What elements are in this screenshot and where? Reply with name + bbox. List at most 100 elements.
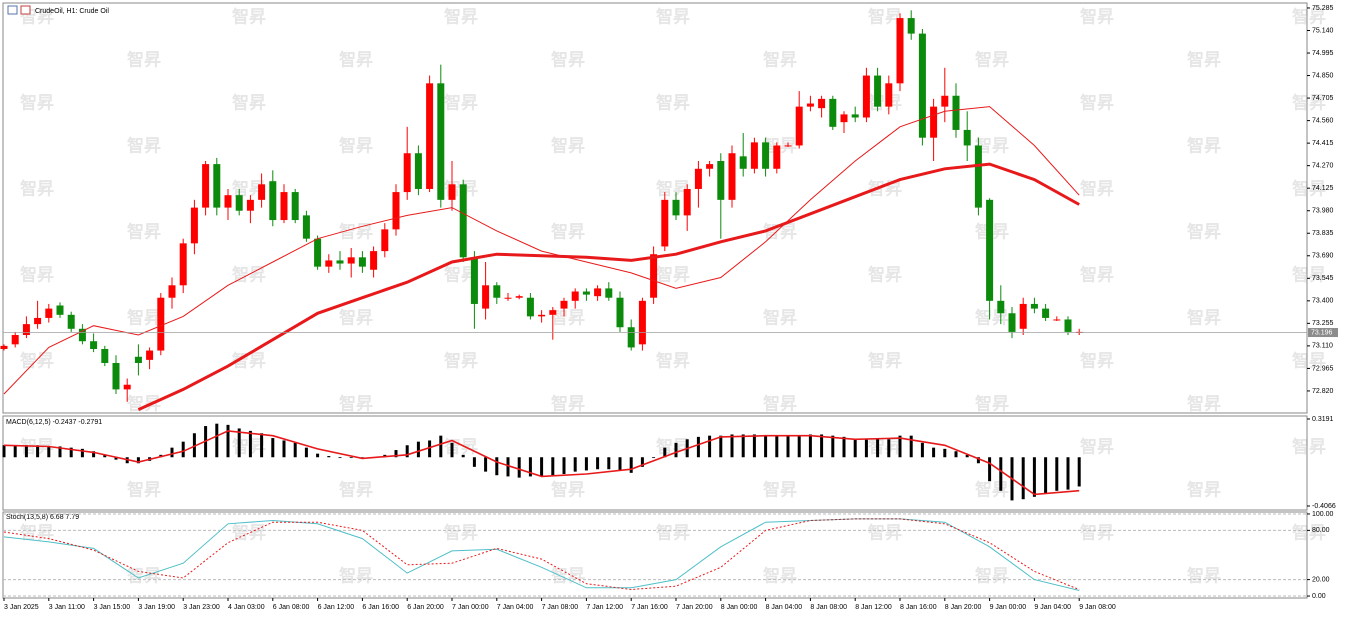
histogram-bar bbox=[439, 435, 443, 458]
histogram-bar bbox=[304, 447, 308, 458]
indicator-line bbox=[137, 162, 1080, 411]
histogram-bar bbox=[719, 435, 723, 458]
watermark: 智昇 bbox=[551, 49, 585, 69]
histogram-bar bbox=[663, 447, 667, 458]
candle-body bbox=[1042, 308, 1050, 318]
histogram-bar bbox=[629, 457, 633, 473]
x-tick-label: 6 Jan 20:00 bbox=[407, 604, 444, 611]
candle-body bbox=[1030, 303, 1038, 309]
histogram-bar bbox=[428, 440, 432, 458]
x-tick-label: 8 Jan 20:00 bbox=[945, 604, 982, 611]
histogram-bar bbox=[517, 457, 521, 478]
y-tick-label: 73.545 bbox=[1312, 275, 1334, 282]
histogram-bar bbox=[876, 438, 880, 458]
histogram-bar bbox=[405, 445, 409, 458]
candle-body bbox=[347, 257, 355, 264]
toolbar-icon[interactable] bbox=[7, 5, 18, 15]
candle-body bbox=[112, 362, 120, 390]
histogram-bar bbox=[551, 457, 555, 476]
x-tick-label: 7 Jan 12:00 bbox=[586, 604, 623, 611]
watermark: 智昇 bbox=[1080, 92, 1114, 112]
histogram-bar bbox=[282, 440, 286, 458]
y-tick-label: 75.285 bbox=[1312, 5, 1334, 12]
histogram-bar bbox=[237, 428, 241, 458]
histogram-bar bbox=[943, 448, 947, 458]
candle-body bbox=[470, 257, 478, 304]
candle-body bbox=[403, 153, 411, 193]
candle-body bbox=[0, 345, 8, 349]
watermark: 智昇 bbox=[232, 6, 266, 26]
watermark: 智昇 bbox=[339, 393, 373, 413]
y-tick-label: 74.705 bbox=[1312, 95, 1334, 102]
candle-body bbox=[493, 285, 501, 298]
histogram-bar bbox=[831, 435, 835, 458]
watermark: 智昇 bbox=[20, 178, 54, 198]
candle-body bbox=[370, 251, 378, 270]
candle-body bbox=[851, 114, 859, 118]
histogram-bar bbox=[1032, 457, 1036, 497]
y-tick-label: 75.140 bbox=[1312, 27, 1334, 34]
watermark: 智昇 bbox=[1080, 436, 1114, 456]
candle-body bbox=[750, 142, 758, 169]
candle-body bbox=[168, 285, 176, 298]
y-tick-label: 0.00 bbox=[1312, 593, 1326, 600]
histogram-bar bbox=[327, 456, 331, 458]
y-tick-label: 100.00 bbox=[1312, 511, 1334, 518]
candle-body bbox=[213, 164, 221, 208]
watermark: 智昇 bbox=[127, 49, 161, 69]
histogram-bar bbox=[47, 446, 51, 458]
watermark: 智昇 bbox=[127, 307, 161, 327]
x-tick-label: 7 Jan 08:00 bbox=[542, 604, 579, 611]
histogram-bar bbox=[752, 434, 756, 458]
candle-body bbox=[269, 181, 277, 221]
candle-body bbox=[22, 324, 30, 336]
histogram-bar bbox=[853, 439, 857, 458]
histogram-bar bbox=[999, 457, 1003, 491]
y-tick-label: 20.00 bbox=[1312, 576, 1330, 583]
histogram-bar bbox=[741, 434, 745, 458]
y-tick-label: 80.00 bbox=[1312, 527, 1330, 534]
toolbar-icon[interactable] bbox=[20, 5, 31, 15]
candle-body bbox=[661, 199, 669, 247]
candle-body bbox=[582, 291, 590, 295]
candle-body bbox=[291, 192, 299, 221]
watermark: 智昇 bbox=[1080, 522, 1114, 542]
candle-body bbox=[627, 327, 635, 348]
histogram-bar bbox=[226, 424, 230, 458]
watermark: 智昇 bbox=[339, 221, 373, 241]
candle-body bbox=[784, 145, 792, 147]
histogram-bar bbox=[708, 435, 712, 458]
x-tick-label: 7 Jan 04:00 bbox=[497, 604, 534, 611]
watermark: 智昇 bbox=[656, 350, 690, 370]
candle-body bbox=[146, 350, 154, 360]
histogram-bar bbox=[797, 435, 801, 458]
histogram-bar bbox=[215, 423, 219, 458]
watermark: 智昇 bbox=[656, 6, 690, 26]
indicator-line bbox=[3, 430, 1080, 496]
x-tick-label: 8 Jan 08:00 bbox=[810, 604, 847, 611]
candle-body bbox=[986, 199, 994, 301]
candle-body bbox=[134, 356, 142, 363]
watermark: 智昇 bbox=[975, 393, 1009, 413]
candle-body bbox=[538, 314, 546, 317]
histogram-bar bbox=[260, 433, 264, 458]
candle-body bbox=[560, 300, 568, 309]
watermark: 智昇 bbox=[444, 92, 478, 112]
watermark: 智昇 bbox=[1187, 393, 1221, 413]
candle-body bbox=[829, 98, 837, 127]
watermark: 智昇 bbox=[975, 565, 1009, 585]
candle-body bbox=[34, 317, 42, 325]
watermark: 智昇 bbox=[20, 350, 54, 370]
stoch-title: Stoch(13,5,8) 6.68 7.79 bbox=[6, 514, 79, 521]
watermark: 智昇 bbox=[127, 393, 161, 413]
watermark: 智昇 bbox=[868, 92, 902, 112]
candle-body bbox=[314, 238, 322, 267]
watermark: 智昇 bbox=[1080, 264, 1114, 284]
candle-body bbox=[862, 75, 870, 118]
watermark: 智昇 bbox=[1080, 6, 1114, 26]
candle-body bbox=[90, 341, 98, 349]
watermark: 智昇 bbox=[551, 393, 585, 413]
watermark: 智昇 bbox=[763, 49, 797, 69]
histogram-bar bbox=[842, 436, 846, 458]
histogram-bar bbox=[954, 451, 958, 458]
